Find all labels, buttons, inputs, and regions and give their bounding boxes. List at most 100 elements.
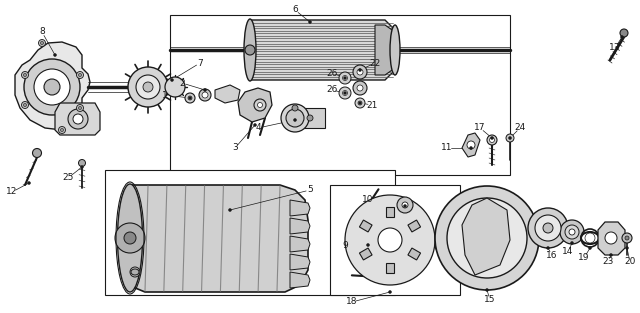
Circle shape [435,186,539,290]
Circle shape [490,136,493,140]
Text: 10: 10 [362,196,374,204]
Circle shape [40,42,44,44]
Circle shape [353,65,367,79]
Ellipse shape [131,269,139,275]
Ellipse shape [390,25,400,75]
Circle shape [470,146,472,150]
Polygon shape [375,25,395,75]
Polygon shape [170,15,510,175]
Circle shape [339,87,351,99]
Ellipse shape [581,232,599,244]
Circle shape [609,254,612,256]
Circle shape [560,220,584,244]
Circle shape [589,247,591,249]
Circle shape [77,71,83,79]
Circle shape [61,129,63,131]
Text: 16: 16 [547,250,557,259]
Circle shape [486,289,488,291]
Text: 3: 3 [232,143,238,152]
Text: 19: 19 [579,254,589,263]
Circle shape [189,96,191,100]
Text: 15: 15 [484,295,496,305]
Circle shape [625,236,629,240]
Circle shape [170,79,173,81]
Circle shape [378,228,402,252]
Circle shape [477,228,497,248]
Circle shape [308,20,312,23]
Circle shape [543,223,553,233]
Circle shape [79,74,81,76]
Text: 5: 5 [307,186,313,194]
Bar [360,248,372,260]
Circle shape [357,69,363,75]
Circle shape [528,208,568,248]
Circle shape [397,197,413,213]
Text: 21: 21 [366,100,378,110]
Text: 12: 12 [6,187,18,197]
Text: 4: 4 [255,124,261,132]
Circle shape [254,99,266,111]
Text: 1: 1 [162,90,168,100]
Polygon shape [215,85,240,103]
Circle shape [402,202,408,208]
Circle shape [509,136,511,140]
Bar [408,248,420,260]
Circle shape [73,114,83,124]
Circle shape [228,208,232,212]
Polygon shape [598,222,625,255]
Circle shape [621,35,623,38]
Circle shape [124,232,136,244]
Polygon shape [290,218,310,234]
Circle shape [569,229,575,235]
Polygon shape [462,133,480,157]
Polygon shape [462,198,510,275]
Circle shape [165,77,185,97]
Bar [386,263,394,273]
Text: 8: 8 [39,28,45,37]
Text: 11: 11 [441,143,452,152]
Circle shape [403,204,406,208]
Circle shape [367,244,369,247]
Circle shape [28,182,31,184]
Circle shape [286,109,304,127]
Circle shape [136,75,160,99]
Circle shape [535,215,561,241]
Polygon shape [238,88,272,122]
Polygon shape [290,254,310,270]
Text: 24: 24 [515,124,525,132]
Circle shape [294,119,296,121]
Polygon shape [250,20,395,80]
Circle shape [22,71,29,79]
Text: 6: 6 [292,6,298,14]
Circle shape [204,89,207,91]
Circle shape [357,85,363,91]
Circle shape [199,89,211,101]
Circle shape [68,109,88,129]
Text: 26: 26 [326,69,338,78]
Circle shape [77,105,83,111]
Text: 20: 20 [624,258,636,266]
Polygon shape [330,185,460,295]
Circle shape [487,135,497,145]
Bar [408,220,420,232]
Text: 14: 14 [563,248,573,256]
Text: 7: 7 [197,59,203,68]
Circle shape [342,75,348,80]
Circle shape [307,115,313,121]
Polygon shape [122,185,308,292]
Circle shape [54,54,56,57]
Polygon shape [55,103,100,135]
Polygon shape [15,42,90,130]
Circle shape [292,105,298,111]
Circle shape [44,79,60,95]
Text: 25: 25 [62,173,74,182]
Circle shape [339,72,351,84]
Circle shape [257,102,262,107]
Circle shape [33,148,42,157]
Text: 2: 2 [179,79,185,88]
Polygon shape [290,200,310,216]
Circle shape [358,101,362,105]
Circle shape [620,29,628,37]
Circle shape [358,101,362,105]
Circle shape [24,59,80,115]
